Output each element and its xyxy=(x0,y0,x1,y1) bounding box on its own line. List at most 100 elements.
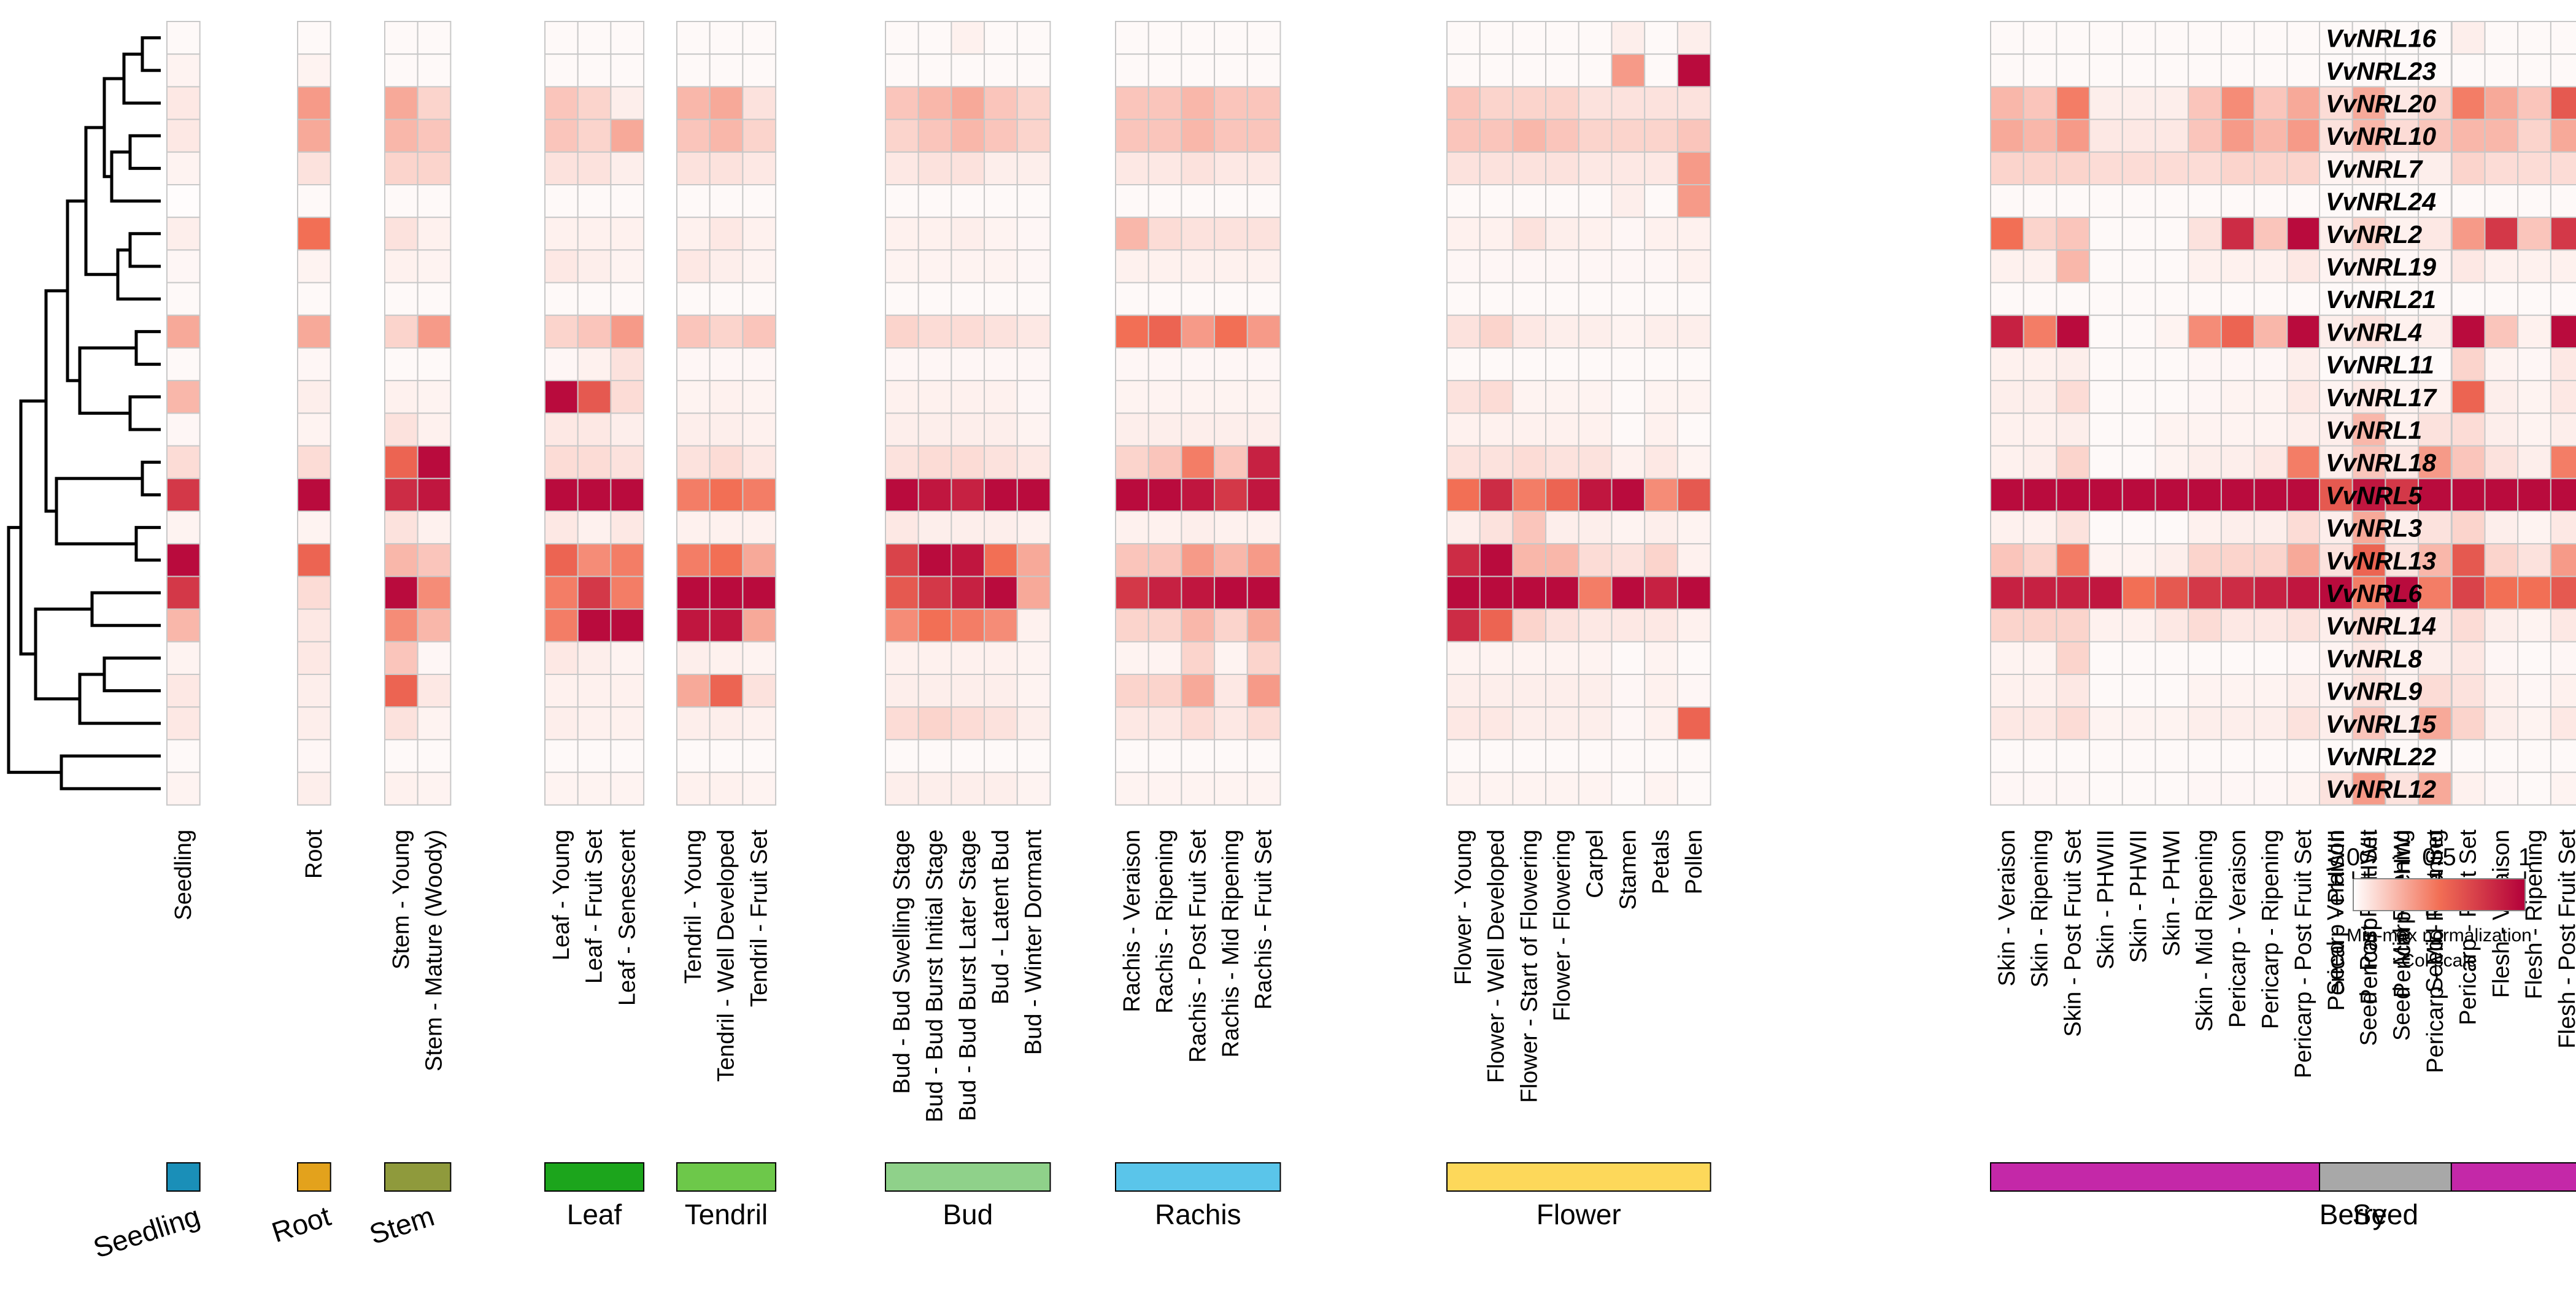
gene-label: VvNRL15 xyxy=(2326,710,2437,738)
heatmap-cell xyxy=(2550,674,2576,708)
heatmap-cell xyxy=(297,576,331,610)
heatmap-cell xyxy=(2286,151,2321,186)
heatmap-cell xyxy=(2056,53,2091,88)
heatmap-cell xyxy=(1545,217,1579,251)
heatmap-cell xyxy=(610,477,645,512)
heatmap-cell xyxy=(2089,118,2123,153)
heatmap-cell xyxy=(2089,706,2123,741)
heatmap-cell xyxy=(2220,674,2255,708)
heatmap-cell xyxy=(2550,706,2576,741)
heatmap-cell xyxy=(2023,249,2057,284)
heatmap-cell xyxy=(1512,282,1547,316)
heatmap-cell xyxy=(2550,771,2576,806)
heatmap-cell xyxy=(2253,314,2288,349)
heatmap-cell xyxy=(1115,608,1149,642)
gene-label: VvNRL4 xyxy=(2326,318,2422,346)
heatmap-cell xyxy=(417,576,452,610)
heatmap-cell xyxy=(1545,151,1579,186)
heatmap-cell xyxy=(2319,543,2353,577)
heatmap-cell xyxy=(885,53,919,88)
heatmap-cell xyxy=(1512,706,1547,741)
heatmap-cell xyxy=(2484,21,2519,55)
heatmap-cell xyxy=(2023,217,2057,251)
heatmap-cell xyxy=(676,641,711,676)
gene-label: VvNRL2 xyxy=(2326,220,2422,249)
heatmap-cell xyxy=(2418,53,2452,88)
heatmap-cell xyxy=(166,217,201,251)
heatmap-cell xyxy=(2154,477,2189,512)
heatmap-cell xyxy=(984,347,1018,382)
heatmap-cell xyxy=(2253,151,2288,186)
heatmap-cell xyxy=(709,674,744,708)
heatmap-cell xyxy=(2550,21,2576,55)
heatmap-cell xyxy=(1246,576,1281,610)
heatmap-cell xyxy=(2253,184,2288,218)
heatmap-cell xyxy=(1644,771,1678,806)
heatmap-cell xyxy=(2451,380,2486,414)
heatmap-cell xyxy=(1611,706,1646,741)
dendrogram-branch xyxy=(7,526,61,774)
heatmap-cell xyxy=(1545,118,1579,153)
heatmap-cell xyxy=(709,217,744,251)
heatmap-cell xyxy=(1990,771,2024,806)
heatmap-cell xyxy=(951,217,985,251)
sample-label-tendril-fruit-set: Tendril - Fruit Set xyxy=(746,829,772,1007)
sample-label-rachis-veraison: Rachis - Veraison xyxy=(1119,830,1145,1012)
heatmap-cell xyxy=(2089,608,2123,642)
heatmap-cell xyxy=(1512,511,1547,545)
heatmap-cell xyxy=(1147,445,1182,479)
heatmap-cell xyxy=(2220,771,2255,806)
heatmap-cell xyxy=(1147,674,1182,708)
heatmap-cell xyxy=(1676,118,1711,153)
dendrogram-branch xyxy=(19,399,46,656)
heatmap-cell xyxy=(1246,739,1281,773)
heatmap-cell xyxy=(1545,641,1579,676)
heatmap-cell xyxy=(2023,282,2057,316)
heatmap-cell xyxy=(2484,249,2519,284)
heatmap-cell xyxy=(1512,641,1547,676)
heatmap-cell xyxy=(2418,576,2452,610)
heatmap-cell xyxy=(1147,576,1182,610)
group-label-flower: Flower xyxy=(1537,1198,1621,1230)
heatmap-cell xyxy=(166,347,201,382)
heatmap-cell xyxy=(2351,706,2386,741)
heatmap-cell xyxy=(297,380,331,414)
heatmap-cell xyxy=(2154,282,2189,316)
heatmap-cell xyxy=(1479,53,1514,88)
heatmap-cell xyxy=(2056,543,2091,577)
heatmap-cell xyxy=(610,511,645,545)
heatmap-cell xyxy=(885,184,919,218)
heatmap-cell xyxy=(2517,412,2551,447)
heatmap-cell xyxy=(577,477,612,512)
heatmap-cell xyxy=(1578,380,1613,414)
heatmap-cell xyxy=(2188,21,2222,55)
heatmap-cell xyxy=(2188,608,2222,642)
heatmap-cell xyxy=(166,771,201,806)
heatmap-cell xyxy=(709,314,744,349)
heatmap-cell xyxy=(1479,771,1514,806)
heatmap-cell xyxy=(166,53,201,88)
heatmap-cell xyxy=(676,739,711,773)
heatmap-cell xyxy=(742,477,777,512)
heatmap-cell xyxy=(2484,53,2519,88)
heatmap-cell xyxy=(1446,347,1481,382)
heatmap-cell xyxy=(1644,511,1678,545)
heatmap-cell xyxy=(2451,217,2486,251)
heatmap-cell xyxy=(2121,380,2156,414)
heatmap-cell xyxy=(2121,608,2156,642)
heatmap-cells xyxy=(166,21,2576,806)
heatmap-cell xyxy=(384,217,418,251)
heatmap-cell xyxy=(1611,576,1646,610)
sample-label-root: Root xyxy=(301,829,327,879)
heatmap-cell xyxy=(1990,608,2024,642)
heatmap-cell xyxy=(297,314,331,349)
heatmap-cell xyxy=(1147,477,1182,512)
gene-label: VvNRL3 xyxy=(2326,514,2422,542)
heatmap-cell xyxy=(2550,347,2576,382)
heatmap-cell xyxy=(1644,118,1678,153)
heatmap-cell xyxy=(2286,217,2321,251)
heatmap-cell xyxy=(885,21,919,55)
heatmap-cell xyxy=(2188,53,2222,88)
heatmap-cell xyxy=(1016,608,1051,642)
heatmap-cell xyxy=(2253,771,2288,806)
